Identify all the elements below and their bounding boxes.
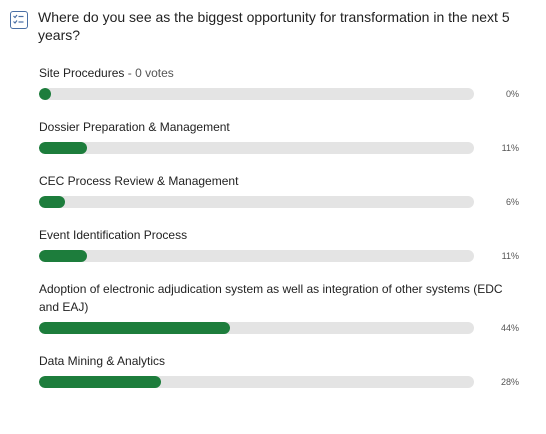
progress-fill <box>39 142 87 154</box>
poll-option[interactable]: Adoption of electronic adjudication syst… <box>39 280 519 352</box>
poll-option[interactable]: Dossier Preparation & Management 11% <box>39 118 519 172</box>
option-text: Event Identification Process <box>39 228 188 242</box>
poll-option-label: Event Identification Process <box>39 226 509 244</box>
option-votes: - 0 votes <box>127 66 174 80</box>
progress-fill <box>39 250 87 262</box>
option-text: Dossier Preparation & Management <box>39 120 230 134</box>
option-text: CEC Process Review & Management <box>39 174 239 188</box>
poll-option[interactable]: CEC Process Review & Management 6% <box>39 172 519 226</box>
progress-fill <box>39 322 231 334</box>
poll-option-label: Data Mining & Analytics <box>39 352 509 370</box>
poll-header: Where do you see as the biggest opportun… <box>10 8 538 44</box>
progress-track <box>39 376 474 388</box>
option-text: Adoption of electronic adjudication syst… <box>39 282 503 314</box>
poll-question: Where do you see as the biggest opportun… <box>38 9 510 43</box>
poll-option-label: Site Procedures - 0 votes <box>39 64 509 82</box>
option-text: Site Procedures <box>39 66 125 80</box>
poll-option[interactable]: Event Identification Process 11% <box>39 226 519 280</box>
progress-track <box>39 142 474 154</box>
percent-label: 44% <box>500 323 519 333</box>
poll-checklist-icon <box>10 11 28 29</box>
percent-label: 6% <box>505 197 519 207</box>
poll-options-list: Site Procedures - 0 votes 0% Dossier Pre… <box>39 64 519 406</box>
poll-option[interactable]: Data Mining & Analytics 28% <box>39 352 519 406</box>
progress-track <box>39 88 474 100</box>
percent-label: 28% <box>500 377 519 387</box>
option-text: Data Mining & Analytics <box>39 354 166 368</box>
poll-option-label: Adoption of electronic adjudication syst… <box>39 280 509 316</box>
percent-label: 11% <box>501 143 519 153</box>
progress-track <box>39 250 474 262</box>
poll-option-label: Dossier Preparation & Management <box>39 118 509 136</box>
progress-fill <box>39 88 51 100</box>
progress-fill <box>39 376 161 388</box>
progress-fill <box>39 196 66 208</box>
poll-option-label: CEC Process Review & Management <box>39 172 509 190</box>
poll-option[interactable]: Site Procedures - 0 votes 0% <box>39 64 519 118</box>
progress-track <box>39 196 474 208</box>
percent-label: 11% <box>501 251 519 261</box>
progress-track <box>39 322 474 334</box>
percent-label: 0% <box>505 89 519 99</box>
